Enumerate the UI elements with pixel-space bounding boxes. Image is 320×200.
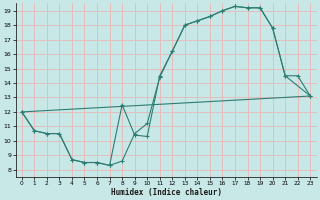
X-axis label: Humidex (Indice chaleur): Humidex (Indice chaleur) bbox=[110, 188, 221, 197]
